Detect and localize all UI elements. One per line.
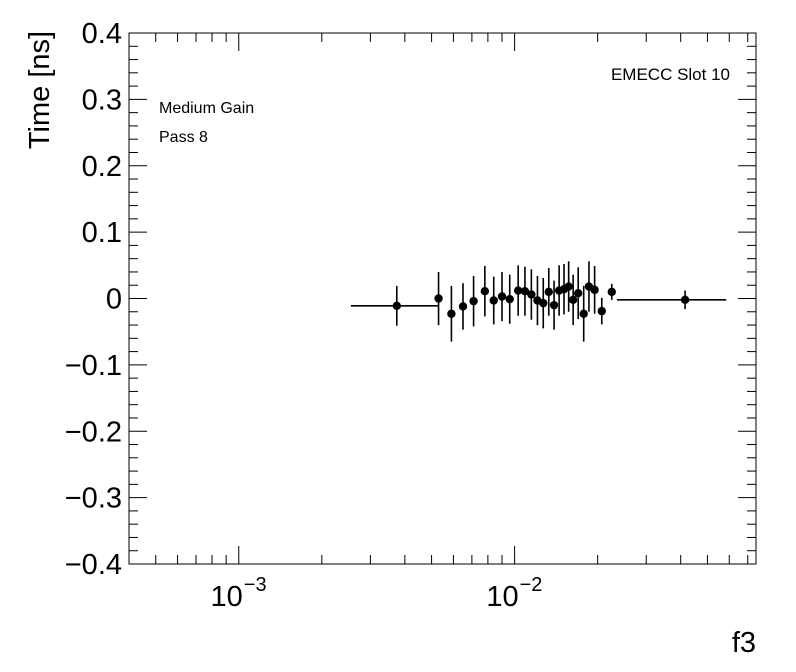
data-point-marker (447, 309, 456, 318)
y-tick-label: 0.3 (82, 84, 122, 116)
data-point-group (513, 265, 523, 316)
data-point-marker (469, 296, 478, 306)
data-point-marker (579, 309, 588, 318)
data-point-group (549, 280, 559, 330)
data-point-marker (527, 290, 536, 299)
data-point-group (568, 274, 578, 326)
y-tick-label: −0.1 (65, 350, 122, 382)
data-point-marker (597, 306, 606, 316)
y-tick-label: −0.4 (65, 549, 122, 581)
data-point-group (480, 265, 490, 317)
data-point-marker (544, 287, 553, 297)
y-tick-label: 0.4 (82, 18, 122, 50)
data-point-marker (480, 286, 490, 296)
data-point-marker (573, 288, 583, 298)
data-point-group (489, 276, 498, 325)
data-point-group (590, 265, 599, 314)
data-point-group (497, 271, 507, 322)
data-series (350, 261, 727, 342)
annotation-pass: Pass 8 (159, 129, 208, 146)
x-axis-label: f3 (732, 627, 756, 659)
data-point-marker (590, 285, 599, 295)
x-tick-label-exponent: −2 (520, 574, 543, 596)
y-axis-ticks (129, 32, 756, 565)
x-axis-tick-labels: 10 −3 10 −2 (211, 574, 543, 613)
data-point-group (539, 277, 548, 329)
annotation-slot: EMECC Slot 10 (611, 65, 730, 84)
data-point-group (527, 269, 536, 320)
data-point-marker (564, 282, 573, 291)
data-point-marker (513, 286, 523, 295)
data-point-group (469, 275, 478, 327)
data-point-group (597, 297, 606, 325)
data-point-marker (520, 286, 530, 296)
annotation-gain: Medium Gain (159, 100, 254, 117)
x-tick-label-exponent: −3 (244, 574, 267, 596)
data-point-group (607, 283, 616, 300)
data-point-marker (607, 287, 616, 297)
data-point-group (447, 285, 456, 342)
data-point-group (616, 290, 727, 310)
data-point-group (350, 285, 439, 326)
y-tick-label: −0.3 (65, 483, 122, 515)
y-tick-label: −0.2 (65, 416, 122, 448)
y-axis-label: Time [ns] (24, 31, 56, 149)
data-point-group (520, 266, 530, 316)
data-point-marker (434, 294, 443, 303)
data-point-group (505, 274, 514, 324)
data-point-marker (458, 302, 468, 311)
x-tick-label-base: 10 (211, 581, 243, 613)
y-tick-label: 0.1 (82, 217, 122, 249)
data-point-group (564, 261, 573, 312)
data-point-marker (539, 298, 548, 308)
data-point-marker (505, 294, 514, 304)
data-point-marker (489, 296, 498, 305)
data-point-group (458, 283, 468, 330)
y-tick-label: 0 (106, 284, 122, 316)
data-point-group (434, 271, 443, 326)
data-point-group (573, 267, 583, 320)
data-point-group (544, 267, 553, 316)
x-tick-label-base: 10 (486, 581, 518, 613)
data-point-marker (568, 295, 578, 305)
data-point-group (579, 285, 588, 342)
x-axis-ticks (128, 33, 749, 564)
data-point-marker (392, 301, 401, 311)
data-point-marker (680, 295, 690, 305)
data-point-marker (549, 300, 559, 310)
y-axis-tick-labels: 0.4 0.3 0.2 0.1 0 −0.1 −0.2 −0.3 −0.4 (65, 18, 122, 581)
data-point-marker (497, 292, 507, 301)
y-tick-label: 0.2 (82, 151, 122, 183)
